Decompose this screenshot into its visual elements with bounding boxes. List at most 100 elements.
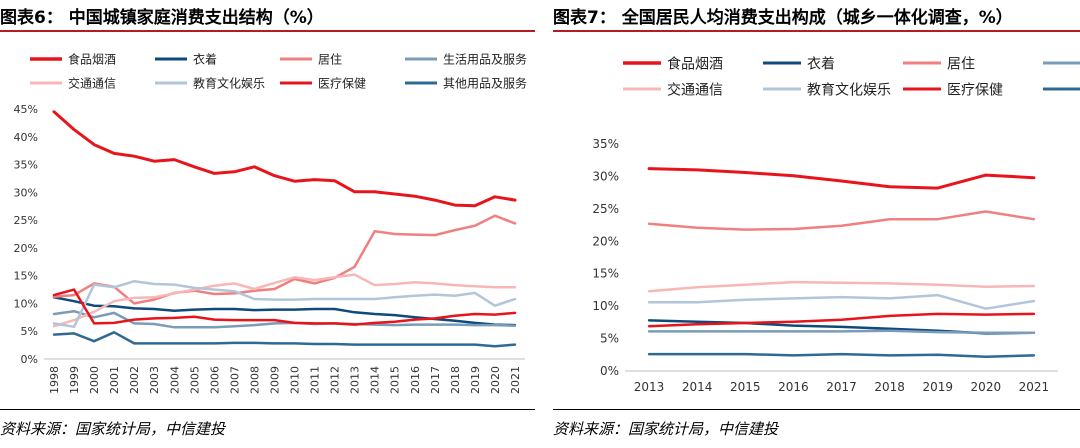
- x-tick-label: 2006: [208, 366, 221, 394]
- y-tick-label: 35%: [592, 137, 619, 151]
- y-tick-label: 25%: [14, 214, 38, 227]
- series-line: [52, 214, 517, 305]
- legend-label: 食品烟酒: [667, 55, 723, 72]
- y-tick-label: 5%: [21, 325, 38, 338]
- legend-label: 教育文化娱乐: [193, 76, 265, 91]
- y-tick-label: 45%: [14, 103, 38, 116]
- series-line: [52, 279, 517, 329]
- x-tick-label: 1999: [68, 366, 81, 394]
- x-tick-label: 2020: [971, 380, 1002, 394]
- x-tick-label: 2001: [108, 366, 121, 394]
- chart-title: 图表7： 全国居民人均消费支出构成（城乡一体化调查，%）: [553, 8, 1013, 28]
- legend-item: 居住: [280, 53, 342, 67]
- source-note: 资料来源：国家统计局，中信建投: [0, 420, 226, 438]
- series-line: [52, 110, 517, 208]
- legend-label: 衣着: [807, 56, 835, 72]
- y-tick-label: 0%: [600, 364, 619, 378]
- x-tick-label: 2021: [1019, 380, 1050, 394]
- y-tick-label: 30%: [14, 186, 38, 199]
- series-line: [647, 167, 1036, 190]
- y-tick-label: 20%: [592, 234, 619, 248]
- x-tick-label: 2014: [682, 380, 713, 394]
- legend-label: 居住: [318, 53, 342, 67]
- y-tick-label: 15%: [592, 267, 619, 281]
- series-line: [52, 309, 517, 329]
- y-tick-label: 20%: [14, 242, 38, 255]
- y-tick-label: 0%: [21, 353, 38, 366]
- legend-item: 教育文化娱乐: [155, 76, 265, 91]
- x-tick-label: 2015: [389, 366, 402, 394]
- source-divider: [0, 409, 535, 410]
- series-line: [647, 293, 1036, 310]
- x-tick-label: 2021: [509, 366, 522, 394]
- legend-item: 生活用品及服务: [1043, 61, 1080, 65]
- source-divider: [553, 409, 1080, 410]
- legend-label: 其他用品及服务: [443, 76, 527, 91]
- y-tick-label: 35%: [14, 159, 38, 172]
- x-tick-label: 2000: [88, 366, 101, 394]
- y-tick-label: 5%: [600, 332, 619, 346]
- x-tick-label: 2011: [309, 366, 322, 394]
- legend-item: 食品烟酒: [623, 55, 723, 72]
- title-divider: [553, 30, 1080, 32]
- legend-label: 食品烟酒: [68, 52, 116, 67]
- legend-item: 其他用品及服务: [405, 76, 527, 91]
- legend-item: 其他用品及服务: [1043, 87, 1080, 91]
- x-tick-label: 2010: [289, 366, 302, 394]
- legend-label: 医疗保健: [318, 77, 366, 91]
- legend-label: 生活用品及服务: [443, 52, 527, 67]
- legend-item: 生活用品及服务: [405, 52, 527, 67]
- y-tick-label: 25%: [592, 202, 619, 216]
- series-line: [647, 352, 1036, 358]
- series-line: [647, 280, 1036, 293]
- x-tick-label: 2019: [922, 380, 953, 394]
- x-tick-label: 2020: [489, 366, 502, 394]
- chart-title: 图表6： 中国城镇家庭消费支出结构（%）: [0, 8, 324, 28]
- series-line: [647, 329, 1036, 334]
- title-divider: [0, 30, 535, 32]
- series-line: [52, 296, 517, 327]
- legend-label: 衣着: [193, 52, 217, 67]
- x-tick-label: 2013: [349, 366, 362, 394]
- legend-item: 教育文化娱乐: [763, 82, 891, 98]
- x-tick-label: 2016: [778, 380, 809, 394]
- x-tick-label: 2003: [148, 366, 161, 394]
- legend-label: 医疗保健: [947, 82, 1003, 98]
- y-tick-label: 10%: [14, 297, 38, 310]
- x-tick-label: 2015: [730, 380, 761, 394]
- legend-item: 交通通信: [30, 76, 116, 91]
- series-line: [52, 273, 517, 328]
- chart-panel-consumption-national: 图表7： 全国居民人均消费支出构成（城乡一体化调查，%） 食品烟酒 衣着 居住 生活用…: [553, 0, 1080, 448]
- legend-item: 居住: [903, 56, 975, 72]
- x-tick-label: 2012: [329, 366, 342, 394]
- x-tick-label: 2016: [409, 366, 422, 394]
- chart-panel-consumption-urban: 图表6： 中国城镇家庭消费支出结构（%） 食品烟酒 衣着 居住 生活用品及服务交通通信…: [0, 0, 535, 448]
- legend-item: 医疗保健: [903, 82, 1003, 98]
- legend-label: 居住: [947, 56, 975, 72]
- x-tick-label: 2018: [449, 366, 462, 394]
- x-tick-label: 2017: [826, 380, 857, 394]
- y-tick-label: 15%: [14, 270, 38, 283]
- x-tick-label: 2019: [469, 366, 482, 394]
- source-note: 资料来源：国家统计局，中信建投: [553, 420, 779, 438]
- legend-label: 交通通信: [68, 76, 116, 91]
- legend-item: 衣着: [763, 56, 835, 72]
- x-tick-label: 2017: [429, 366, 442, 394]
- legend-label: 交通通信: [667, 81, 723, 98]
- x-tick-label: 2002: [128, 366, 141, 394]
- legend-item: 食品烟酒: [30, 52, 116, 67]
- x-tick-label: 2009: [268, 366, 281, 394]
- x-tick-label: 2004: [168, 366, 181, 394]
- legend-item: 衣着: [155, 52, 217, 67]
- series-line: [52, 288, 517, 326]
- series-line: [52, 331, 517, 348]
- y-tick-label: 30%: [592, 169, 619, 183]
- x-tick-label: 2013: [634, 380, 665, 394]
- x-tick-label: 2014: [369, 366, 382, 394]
- y-tick-label: 40%: [14, 131, 38, 144]
- legend-item: 交通通信: [623, 81, 723, 98]
- x-tick-label: 2005: [188, 366, 201, 394]
- x-tick-label: 2007: [228, 366, 241, 394]
